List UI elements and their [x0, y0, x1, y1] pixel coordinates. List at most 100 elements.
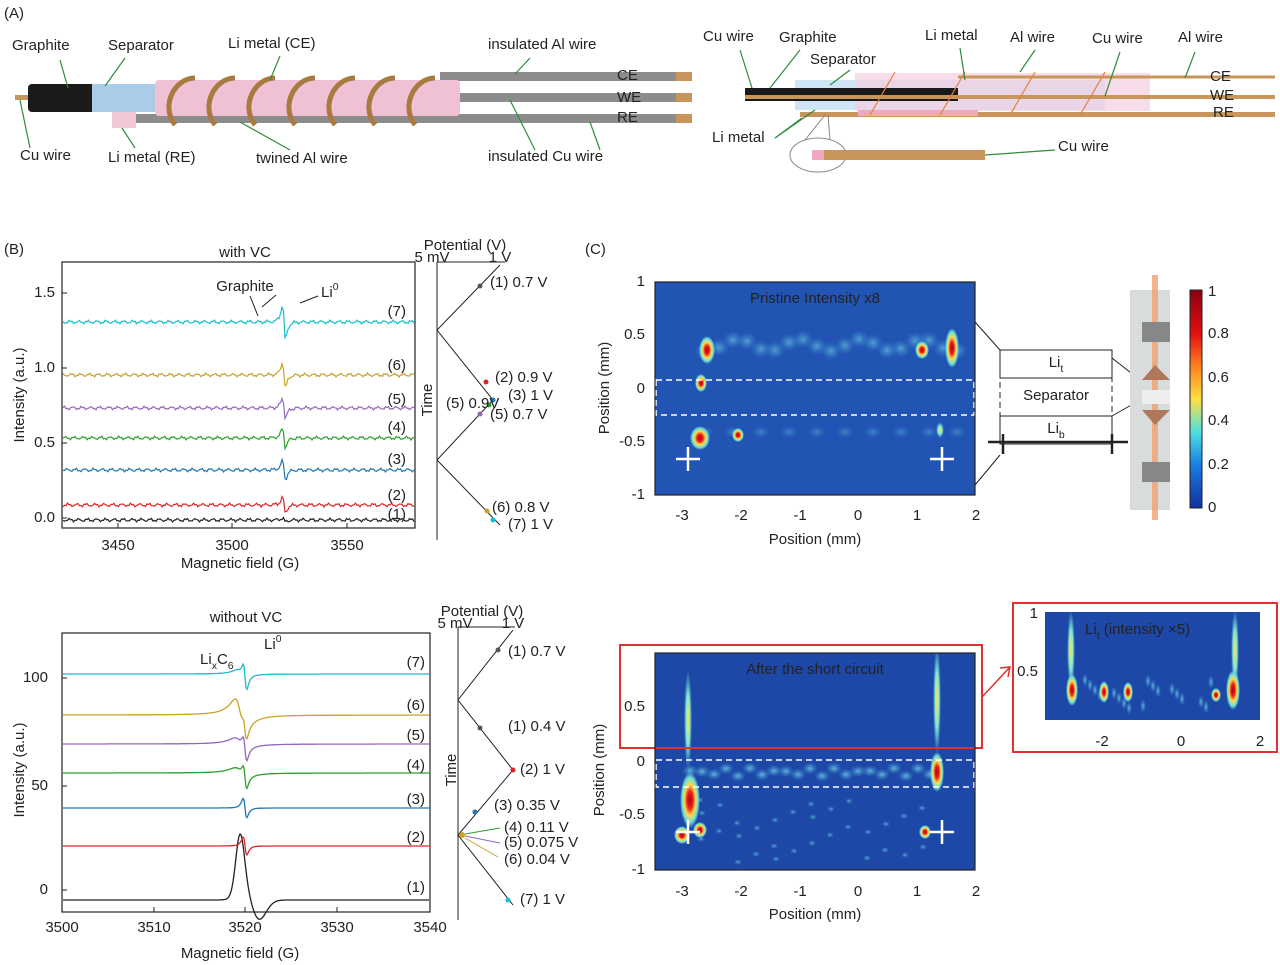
electrode-label: RE: [617, 109, 638, 126]
x-tick-label: -3: [675, 507, 688, 524]
axis-title: Time: [419, 384, 436, 417]
x-axis-label: Position (mm): [769, 531, 862, 548]
heatmap-bg: [1045, 612, 1260, 720]
potential-step: (7) 1 V: [520, 891, 565, 908]
heat-spot: [733, 820, 741, 826]
curve-label: (4): [407, 757, 425, 774]
cell-drawing-left: [15, 55, 692, 151]
spectrum-line: [62, 396, 415, 421]
spectrum-line: [62, 457, 415, 481]
y-tick-label: 0: [637, 753, 645, 770]
y-tick-label: 0.0: [34, 509, 55, 526]
heatmap-bg: [655, 282, 975, 495]
x-tick-label: 3510: [137, 919, 170, 936]
heat-spot: [730, 769, 746, 782]
part-label: Al wire: [1010, 29, 1055, 46]
potential-step: (5) 0.9V: [446, 395, 499, 412]
electrode-label: CE: [617, 67, 638, 84]
heat-spot: [1140, 699, 1146, 713]
heat-spot: [945, 328, 959, 368]
part-label: insulated Al wire: [488, 36, 596, 53]
y-tick-label: 1: [1030, 605, 1038, 622]
heat-spot: [864, 426, 882, 438]
overlays: [619, 379, 1278, 844]
heatmap: [1066, 612, 1240, 715]
curve-label: (7): [407, 654, 425, 671]
heat-spot: [770, 843, 778, 849]
x-axis-label: Magnetic field (G): [181, 945, 299, 962]
heat-spot: [827, 806, 835, 812]
annotation-part: Li: [321, 284, 333, 301]
heat-spot: [766, 764, 782, 777]
heatmap-title: Lit (intensity ×5): [1085, 621, 1190, 642]
heat-spot: [1155, 684, 1161, 698]
schematic-label-part: Li: [1049, 354, 1061, 371]
chart-title: without VC: [209, 609, 283, 626]
heat-spot: [1226, 670, 1240, 710]
x-tick-label: 3520: [228, 919, 261, 936]
curve-label: (1): [407, 879, 425, 896]
x-tick-label: -3: [675, 883, 688, 900]
y-tick-label: -0.5: [619, 806, 645, 823]
curve-label: (4): [388, 419, 406, 436]
heatmap-title: Pristine Intensity x8: [750, 290, 880, 307]
curve-label: (3): [407, 791, 425, 808]
heat-spot: [809, 814, 817, 820]
heat-spot: [778, 765, 794, 778]
heat-spot: [706, 768, 722, 781]
potential-step: (5) 0.075 V: [504, 834, 578, 851]
heat-spot: [684, 670, 692, 770]
cell-schematic: [974, 275, 1203, 520]
curve-label: (6): [388, 357, 406, 374]
x-tick-label: 3500: [45, 919, 78, 936]
x-tick-label: 2: [972, 883, 980, 900]
potential-points: [459, 283, 516, 903]
schematic-label: Lit: [1049, 354, 1064, 375]
heat-spot: [1150, 679, 1156, 693]
x-axis-label: Magnetic field (G): [181, 555, 299, 572]
part-label: Cu wire: [1092, 30, 1143, 47]
axis-title: Potential (V): [441, 603, 524, 620]
potential-step: (1) 0.7 V: [508, 643, 566, 660]
heat-spot: [826, 762, 842, 775]
y-axis-label: Intensity (a.u.): [11, 347, 28, 442]
heat-spot: [1092, 683, 1098, 697]
heat-spot: [699, 336, 715, 364]
electrode-label: CE: [1210, 68, 1231, 85]
heat-spot: [789, 809, 797, 815]
panel-label: (B): [4, 241, 24, 258]
heat-spot: [1111, 686, 1117, 700]
axis-tick: 5 mV: [437, 615, 472, 632]
potential-step: (6) 0.8 V: [492, 499, 550, 516]
x-tick-label: -2: [1095, 733, 1108, 750]
x-tick-label: -2: [734, 883, 747, 900]
part-label: Li metal (CE): [228, 35, 316, 52]
spectrum-line: [62, 361, 415, 387]
heat-spot: [948, 426, 966, 438]
heat-spot: [690, 426, 710, 450]
spectrum-line: [63, 797, 429, 819]
heat-spot: [1145, 674, 1151, 688]
electrode-label: WE: [617, 89, 641, 106]
y-tick-label: 0.5: [624, 698, 645, 715]
heat-spot: [752, 426, 770, 438]
heat-spot: [920, 426, 938, 438]
heat-spot: [1082, 673, 1088, 687]
annotation: LixC6: [200, 651, 234, 672]
potential-step: (4) 0.11 V: [504, 819, 569, 836]
heat-spot: [718, 762, 734, 775]
potential-step: (2) 1 V: [520, 761, 565, 778]
part-label: Li metal (RE): [108, 149, 196, 166]
annotation-part: C: [217, 651, 228, 668]
spectrum-line: [62, 516, 415, 524]
heat-spot: [753, 825, 761, 831]
heat-spot: [892, 426, 910, 438]
heat-spot: [682, 764, 698, 777]
axes-frames: [654, 281, 976, 871]
colorbar-tick: 0.4: [1208, 412, 1229, 429]
y-tick-label: 1.0: [34, 359, 55, 376]
potential-step: (1) 0.4 V: [508, 718, 566, 735]
heat-spot: [826, 832, 834, 838]
heat-spot: [790, 848, 798, 854]
plot-frame: [61, 632, 431, 913]
